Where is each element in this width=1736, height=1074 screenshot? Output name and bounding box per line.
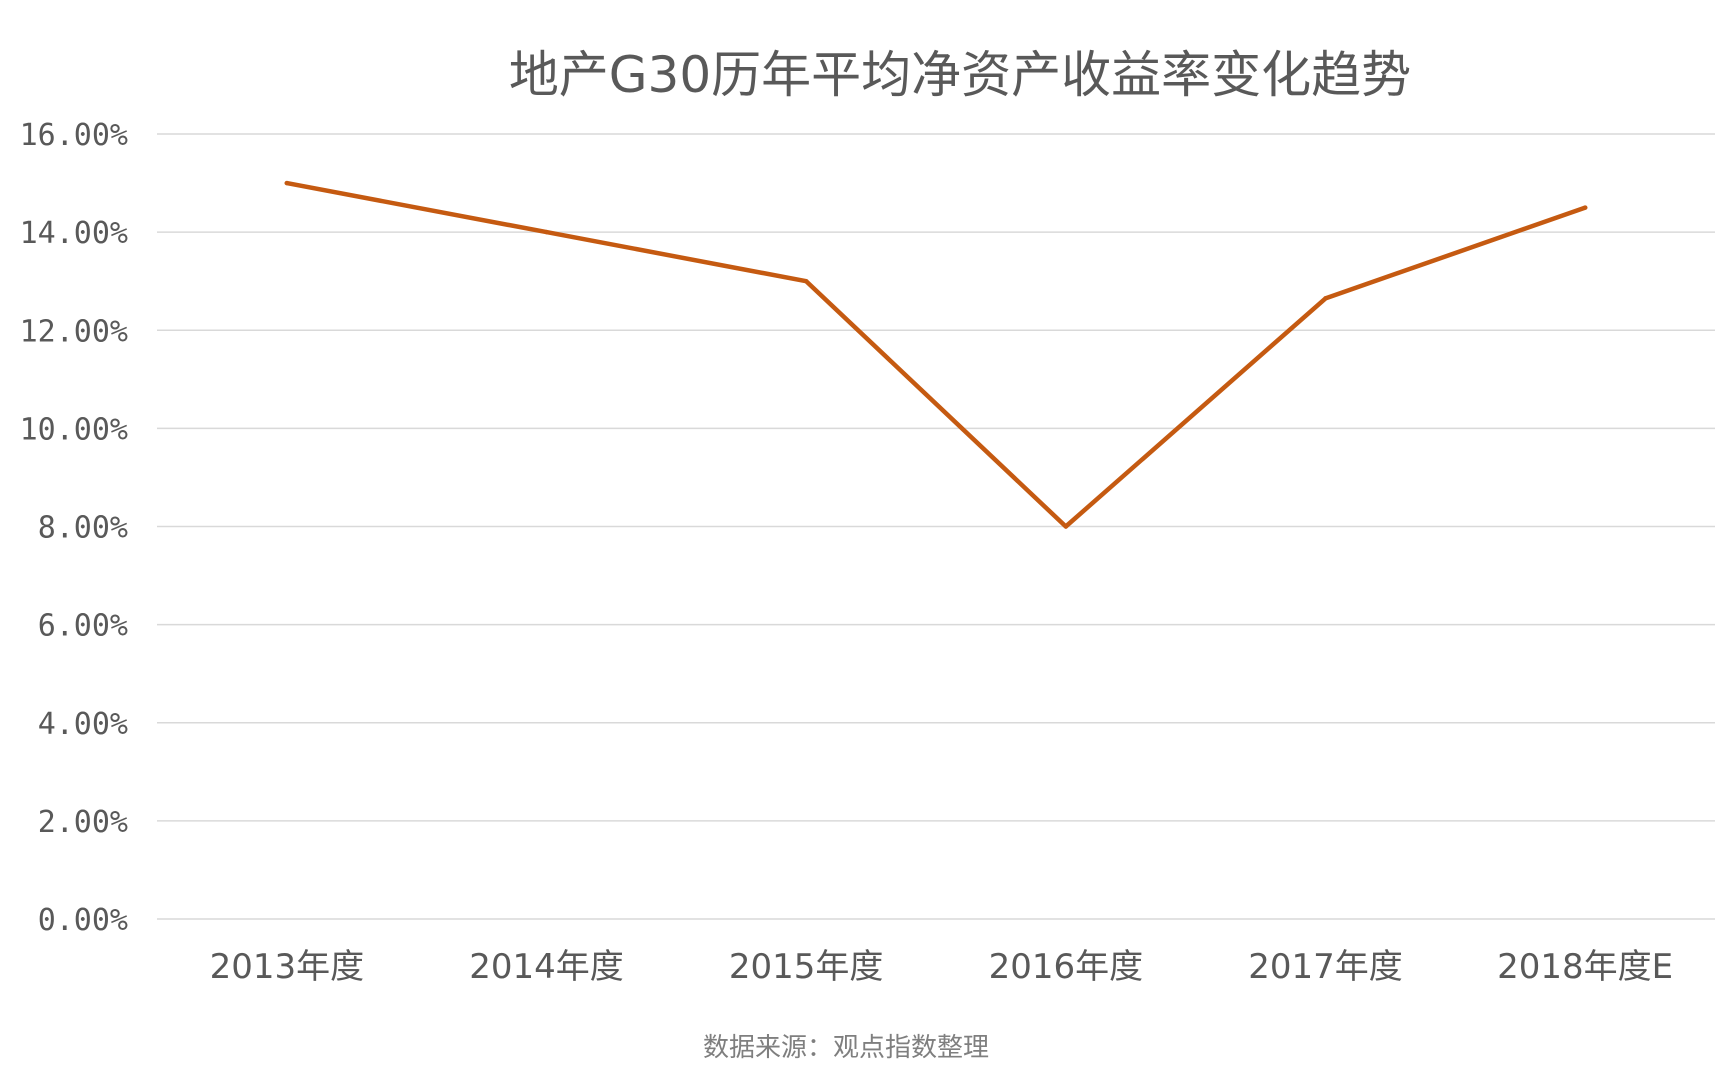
y-tick-label: 4.00% <box>38 707 128 742</box>
x-tick-label: 2018年度E <box>1497 947 1673 987</box>
y-tick-label: 8.00% <box>38 511 128 546</box>
y-tick-label: 14.00% <box>20 216 128 251</box>
data-point <box>1063 524 1069 529</box>
data-point <box>1323 296 1328 301</box>
series-group <box>284 180 1588 529</box>
y-tick-label: 6.00% <box>38 609 128 644</box>
x-axis: 2013年度 2014年度 2015年度 2016年度 2017年度 2018年度E <box>210 947 1674 987</box>
x-tick-label: 2016年度 <box>989 947 1144 987</box>
y-tick-label: 2.00% <box>38 805 128 840</box>
y-tick-label: 10.00% <box>20 412 128 447</box>
y-tick-label: 0.00% <box>38 903 128 938</box>
x-tick-label: 2014年度 <box>469 947 624 987</box>
data-point <box>544 229 549 235</box>
source-note: 数据来源：观点指数整理 <box>703 1033 989 1063</box>
chart-title: 地产G30历年平均净资产收益率变化趋势 <box>509 46 1411 104</box>
x-tick-label: 2017年度 <box>1248 947 1403 987</box>
data-point <box>803 278 809 284</box>
y-tick-label: 12.00% <box>20 314 128 349</box>
data-point <box>1582 205 1588 210</box>
x-tick-label: 2015年度 <box>729 947 884 987</box>
gridlines <box>157 133 1715 920</box>
series-line <box>284 180 1588 529</box>
x-tick-label: 2013年度 <box>210 947 365 987</box>
y-axis: 0.00% 2.00% 4.00% 6.00% 8.00% 10.00% 12.00% 14.… <box>20 118 128 938</box>
y-tick-label: 16.00% <box>20 118 128 153</box>
data-point <box>284 180 290 186</box>
